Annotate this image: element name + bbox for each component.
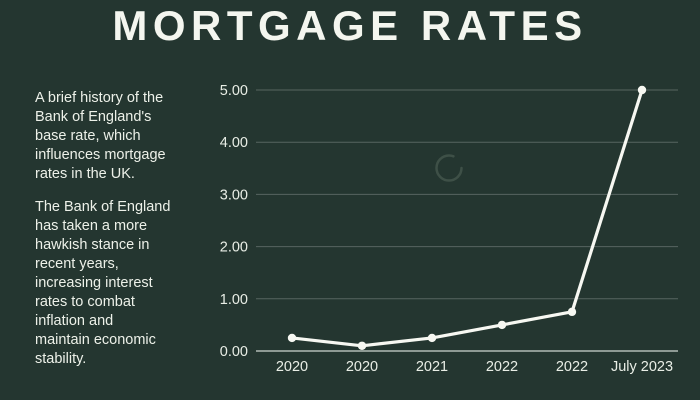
x-axis-tick-label: 2021 <box>416 359 448 375</box>
data-point-marker <box>497 320 507 330</box>
x-axis-tick-label: July 2023 <box>611 359 673 375</box>
x-axis-tick-label: 2020 <box>276 359 308 375</box>
intro-text: A brief history of the Bank of England's… <box>35 89 225 383</box>
y-axis-tick-label: 0.00 <box>220 344 248 360</box>
x-axis-tick-label: 2022 <box>556 359 588 375</box>
y-axis-tick-label: 2.00 <box>220 240 248 256</box>
page-title: MORTGAGE RATES <box>112 2 588 49</box>
data-point-marker <box>637 85 647 95</box>
y-axis-tick-label: 4.00 <box>220 135 248 151</box>
intro-paragraph-2: The Bank of England has taken a more haw… <box>35 199 171 367</box>
x-axis-tick-label: 2020 <box>346 359 378 375</box>
data-point-marker <box>427 333 437 343</box>
intro-paragraph-1: A brief history of the Bank of England's… <box>35 90 166 182</box>
y-axis-tick-label: 5.00 <box>220 83 248 99</box>
y-axis-tick-label: 1.00 <box>220 292 248 308</box>
x-axis-tick-label: 2022 <box>486 359 518 375</box>
base-rate-line <box>290 88 644 348</box>
y-axis-tick-label: 3.00 <box>220 187 248 203</box>
data-point-marker <box>567 307 577 317</box>
data-point-marker <box>357 341 367 350</box>
loading-spinner-icon <box>435 154 463 182</box>
data-point-marker <box>287 333 297 343</box>
